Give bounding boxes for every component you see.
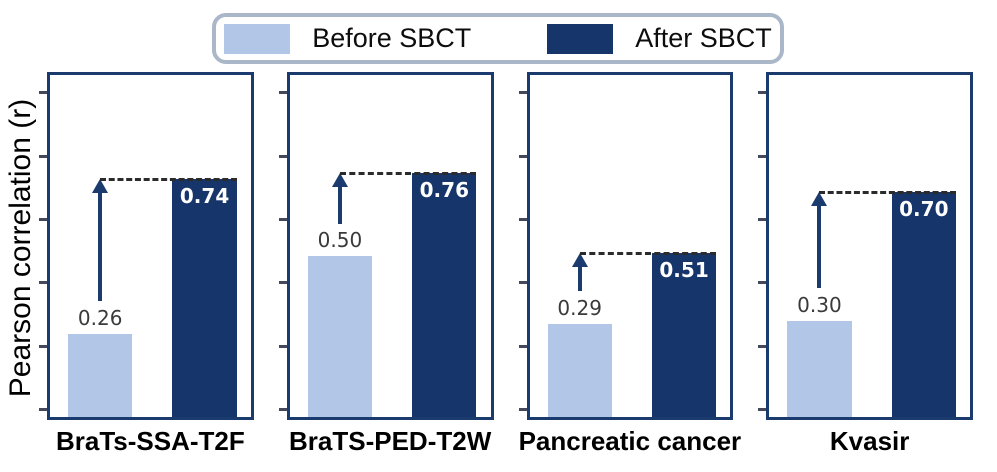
legend-swatch-before-icon bbox=[224, 23, 291, 54]
x-axis-label: Kvasir bbox=[829, 426, 910, 456]
bar-before-sbct bbox=[307, 256, 373, 417]
legend-item-after-sbct: After SBCT bbox=[547, 23, 772, 54]
y-tick bbox=[39, 218, 47, 222]
plot-area: 0.50 0.76 bbox=[278, 72, 494, 420]
x-axis-label: BraTS-PED-T2W bbox=[289, 426, 492, 456]
arrow-head-icon bbox=[92, 179, 109, 194]
panels: 0.26 0.74 BraTs-SSA-T2F 0.50 0.76 BraTS-PED-T… bbox=[39, 72, 973, 456]
y-tick bbox=[39, 280, 47, 284]
y-tick bbox=[278, 91, 287, 95]
y-tick bbox=[278, 344, 287, 348]
y-tick bbox=[758, 280, 767, 284]
y-tick bbox=[518, 344, 527, 348]
improvement-arrow bbox=[331, 172, 348, 224]
bar-before-sbct bbox=[787, 320, 852, 417]
value-label-before: 0.29 bbox=[557, 295, 602, 320]
arrow-shaft bbox=[817, 202, 822, 289]
value-label-before: 0.30 bbox=[797, 292, 842, 317]
improvement-arrow bbox=[571, 253, 588, 292]
y-tick bbox=[758, 218, 767, 222]
y-tick bbox=[758, 91, 767, 95]
plot-area: 0.30 0.70 bbox=[758, 72, 973, 420]
legend-swatch-after-icon bbox=[547, 23, 614, 54]
y-tick bbox=[518, 218, 527, 222]
subplot-4: 0.30 0.70 Kvasir bbox=[758, 72, 973, 456]
value-label-before: 0.50 bbox=[317, 228, 363, 253]
y-tick bbox=[278, 408, 287, 412]
bar-before-sbct bbox=[68, 333, 133, 417]
bar-after-sbct bbox=[412, 172, 477, 417]
arrow-shaft bbox=[577, 263, 582, 292]
y-tick bbox=[39, 408, 47, 412]
y-tick bbox=[278, 155, 287, 159]
bar-after-sbct bbox=[651, 253, 717, 417]
value-label-after: 0.76 bbox=[419, 177, 469, 202]
value-label-before: 0.26 bbox=[77, 305, 123, 330]
y-tick bbox=[518, 155, 527, 159]
plot-area: 0.26 0.74 bbox=[39, 72, 254, 420]
y-tick bbox=[518, 280, 527, 284]
improvement-dashed-line bbox=[100, 178, 237, 182]
arrow-shaft bbox=[337, 182, 342, 224]
y-tick bbox=[39, 91, 47, 95]
x-axis-label: Pancreatic cancer bbox=[518, 426, 742, 456]
x-axis-label: BraTs-SSA-T2F bbox=[55, 426, 245, 456]
subplot-3: 0.29 0.51 Pancreatic cancer bbox=[518, 72, 741, 456]
y-tick bbox=[518, 408, 527, 412]
arrow-head-icon bbox=[571, 253, 588, 268]
legend-label-before: Before SBCT bbox=[312, 23, 472, 53]
y-tick bbox=[758, 408, 767, 412]
y-tick bbox=[39, 155, 47, 159]
bar-after-sbct bbox=[172, 179, 237, 417]
y-tick bbox=[278, 280, 287, 284]
y-tick bbox=[758, 155, 767, 159]
improvement-arrow bbox=[811, 192, 828, 289]
subplot-1: 0.26 0.74 BraTs-SSA-T2F bbox=[39, 72, 254, 456]
legend-item-before-sbct: Before SBCT bbox=[224, 23, 471, 54]
arrow-head-icon bbox=[811, 192, 828, 207]
value-label-after: 0.51 bbox=[659, 258, 709, 283]
value-label-after: 0.70 bbox=[899, 197, 949, 222]
y-tick bbox=[758, 344, 767, 348]
improvement-arrow bbox=[92, 179, 109, 302]
y-tick bbox=[39, 344, 47, 348]
plot-area: 0.29 0.51 bbox=[518, 72, 734, 420]
bar-before-sbct bbox=[547, 323, 612, 417]
improvement-dashed-line bbox=[819, 191, 956, 195]
y-axis-label: Pearson correlation (r) bbox=[4, 98, 37, 398]
legend-label-after: After SBCT bbox=[635, 23, 772, 53]
y-tick bbox=[278, 218, 287, 222]
arrow-shaft bbox=[98, 189, 103, 302]
y-tick bbox=[518, 91, 527, 95]
improvement-dashed-line bbox=[579, 252, 717, 256]
arrow-head-icon bbox=[331, 172, 348, 187]
value-label-after: 0.74 bbox=[179, 184, 230, 209]
bar-after-sbct bbox=[891, 192, 956, 417]
legend: Before SBCT After SBCT bbox=[212, 13, 784, 64]
improvement-dashed-line bbox=[339, 171, 477, 175]
subplot-2: 0.50 0.76 BraTS-PED-T2W bbox=[278, 72, 494, 456]
